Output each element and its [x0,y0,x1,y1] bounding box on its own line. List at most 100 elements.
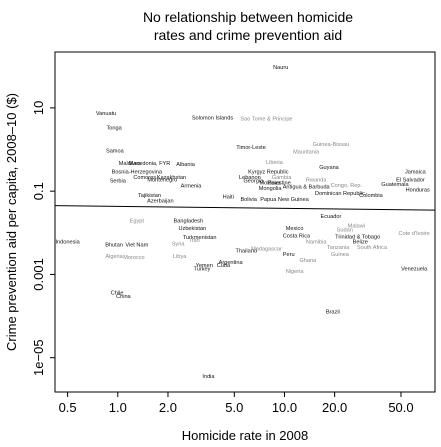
point-label: Madagascar [251,246,282,252]
point-label: Yemen [196,263,213,269]
point-label: Antigua & Barbuda [283,184,331,190]
trend-line [54,205,436,211]
trend-line-layer [54,205,436,211]
point-label: Algeria [105,254,123,260]
point-label: Mexico [286,226,304,232]
chart-title-line-1: No relationship between homicide [143,9,353,25]
x-tick-label: 5.0 [225,400,243,415]
point-label: Bhutan [105,243,123,249]
y-tick-label: 0.1 [31,182,46,200]
point-label: Tonga [106,125,122,131]
y-axis-title: Crime prevention aid per capita, 2008–10… [4,93,19,351]
point-label: Samoa [106,148,125,154]
point-label: Nigeria [286,269,305,275]
x-axis-title: Homicide rate in 2008 [182,428,308,443]
point-label: Lebanon [239,175,261,181]
point-label: Brazil [326,309,340,315]
point-label: Cuba [217,263,231,269]
point-label: Azerbaijan [147,198,173,204]
point-label: Tanzania [327,245,350,251]
point-label: Papua New Guinea [260,197,309,203]
point-label: Chile [111,290,124,296]
point-label: Guinea-Bissau [313,142,350,148]
point-label: Costa Rica [283,234,311,240]
point-label: Guyana [319,165,339,171]
point-label: Kazakhstan [157,175,186,181]
point-label: Namibia [306,239,327,245]
y-axis: 10 0.1 0.001 1e−05 [31,101,55,376]
point-label: El Salvador [396,178,425,184]
point-label: India [202,374,215,380]
point-label: Libya [173,254,187,260]
point-label: China [116,294,132,300]
point-label: Timor-Leste [236,145,266,151]
point-label: Indonesia [55,239,80,245]
point-label: Sudan [337,227,353,233]
x-tick-label: 0.5 [59,400,77,415]
point-label: Solomon Islands [192,116,234,122]
point-label: Montenegro [147,178,177,184]
x-tick-label: 10.0 [272,400,297,415]
x-tick-label: 1.0 [109,400,127,415]
point-label: Morocco [123,255,144,261]
point-label: Jamaica [405,169,427,175]
point-label: Belize [353,239,368,245]
point-label: Iran [190,238,200,244]
point-label: Mauritania [293,149,320,155]
y-tick-label: 10 [31,101,46,115]
point-label: Ghana [299,258,317,264]
y-tick-label: 1e−05 [31,339,46,376]
x-tick-label: 50.0 [388,400,413,415]
point-label: Turkmenistan [183,235,217,241]
point-label: Armenia [181,184,203,190]
point-label: Bolivia [240,197,257,203]
point-label: Macedonia, FYR [129,161,171,167]
point-label: Liberia [266,160,284,166]
point-label: Albania [176,162,196,168]
point-label: Serbia [110,179,127,185]
point-label: Guinea [331,252,350,258]
point-label: Congo, Rep. [331,183,363,189]
point-label: Cote d'Ivoire [399,231,430,237]
point-label: Bangladesh [174,218,204,224]
point-label: Maldives [119,161,141,167]
point-label: Trinidad & Tobago [335,234,380,240]
point-label: Kyrgyz Republic [248,169,289,175]
point-label: Sao Tome & Principe [240,117,292,123]
point-label: Tajikistan [138,193,161,199]
point-label: Gambia [272,175,292,181]
points-layer: Nauru Vanuatu Tonga Solomon Islands Sao Tome… [55,65,430,380]
point-label: Uzbekistan [178,226,206,232]
point-label: Rwanda [306,178,327,184]
point-label: Egypt [130,218,145,224]
point-label: Vanuatu [96,111,116,117]
point-label: Colombia [359,193,384,199]
point-label: Venezuela [401,266,428,272]
point-label: Moldova [260,181,282,187]
point-label: Comoros [133,175,156,181]
chart-title-line-2: rates and crime prevention aid [154,27,342,43]
point-label: Turkey [194,266,211,272]
x-tick-label: 2.0 [159,400,177,415]
y-tick-label: 0.001 [31,258,46,291]
point-label: South Africa [357,245,388,251]
point-label: Honduras [406,187,430,193]
point-label: Syria [172,242,186,248]
point-label: Bosnia-Herzegovina [112,169,163,175]
point-label: Viet Nam [125,243,148,249]
point-label: Georgia [243,179,264,185]
point-label: Peru [283,252,295,258]
point-label: Ecuador [321,214,342,220]
point-label: Palestine [268,181,291,187]
x-axis: 0.5 1.0 2.0 5.0 10.0 20.0 50.0 [59,392,414,415]
point-label: Nauru [273,65,288,71]
point-label: Haiti [223,194,234,200]
point-label: Dominican Republic [315,191,365,197]
x-tick-label: 20.0 [322,400,347,415]
plot-frame [54,51,436,393]
point-label: Guatemala [381,182,409,188]
point-label: Argentina [219,260,244,266]
point-label: Mongolia [259,186,283,192]
point-label: Thailand [236,248,257,254]
